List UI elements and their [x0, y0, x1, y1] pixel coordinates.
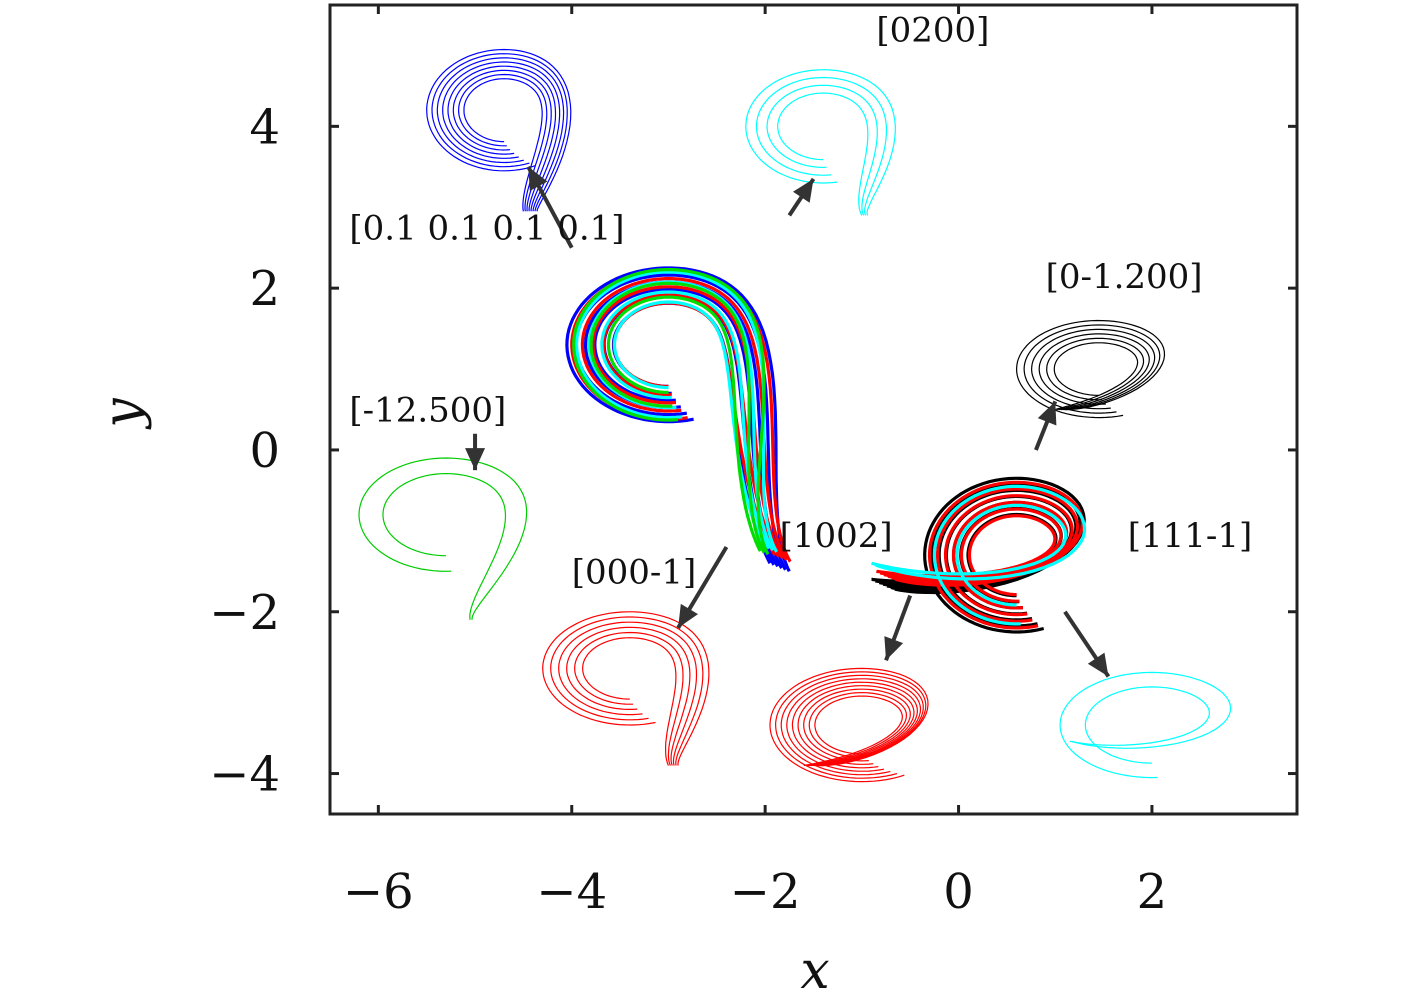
plot-frame	[328, 3, 1299, 816]
inset-attractor-loop	[805, 691, 908, 767]
inset-attractor-loop	[582, 637, 677, 766]
inset-attractor-loop	[1015, 319, 1166, 419]
inset-attractor-loop	[803, 695, 903, 767]
inset-attractor-loop	[382, 472, 507, 621]
inset-attractor-loop	[426, 48, 572, 212]
annotation-label: [0.1 0.1 0.1 0.1]	[349, 209, 624, 249]
main-attractor-loop	[600, 290, 771, 550]
y-tick-label: −2	[209, 585, 280, 641]
annotation-label: [-12.500]	[349, 391, 506, 431]
inset-attractor-loop	[558, 621, 698, 766]
main-attractor-loop	[589, 281, 766, 554]
arrow-head	[528, 166, 548, 191]
inset-attractor-loop	[442, 61, 561, 212]
annotation-label: [000-1]	[572, 552, 697, 592]
arrow-head	[884, 636, 904, 661]
inset-attractor-loop	[436, 57, 565, 212]
inset-attractor-loop	[463, 78, 543, 212]
inset-attractor-loop	[1023, 324, 1161, 414]
inset-attractor-loop	[777, 92, 869, 216]
x-tick-label: 0	[943, 864, 974, 920]
arrow-head	[465, 448, 486, 471]
main-attractor-loop	[565, 266, 791, 573]
inset-attractor-loop	[1069, 686, 1210, 764]
inset-attractor-loop	[791, 681, 919, 769]
y-axis-label: y	[93, 398, 153, 430]
y-tick-label: 0	[249, 423, 280, 479]
annotation-label: [0200]	[876, 10, 989, 50]
inset-attractor-loop	[457, 73, 548, 212]
inset-attractor-loop	[542, 611, 710, 766]
inset-attractor-loop	[550, 616, 704, 766]
inset-attractor-loop	[1059, 671, 1232, 779]
main-attractor-loop	[574, 270, 779, 553]
annotation-label: [111-1]	[1128, 516, 1253, 556]
x-tick-label: −2	[730, 864, 801, 920]
x-tick-label: −4	[536, 864, 607, 920]
axes: −6 −4 −2 0 2 −4 −2 0 2 4	[209, 3, 1299, 920]
inset-attractor-loop	[1038, 333, 1150, 411]
inset-attractor-loop	[780, 674, 924, 776]
arrow-head	[678, 603, 698, 628]
inset-attractor-loop	[452, 69, 552, 212]
x-axis-label: x	[800, 941, 829, 999]
inset-attractor-loop	[1053, 342, 1139, 410]
inset-attractor-loop	[786, 678, 922, 772]
y-tick-label: −4	[209, 747, 280, 803]
inset-attractor-loop	[1030, 328, 1156, 411]
inset-attractor-loop	[1046, 337, 1145, 411]
annotation-label: [1002]	[780, 516, 893, 556]
inset-attractor-loop	[447, 65, 557, 212]
inset-attractor-loop	[803, 688, 911, 767]
arrow-head	[792, 178, 814, 203]
y-tick-label: 2	[249, 261, 280, 317]
x-tick-label: 2	[1137, 864, 1168, 920]
inset-attractor-loop	[745, 69, 896, 216]
main-attractor-loop	[874, 484, 1087, 626]
inset-attractor-loop	[566, 626, 691, 766]
inset-attractor-loop	[431, 53, 568, 212]
main-attractor-loop	[894, 476, 1086, 634]
inset-attractor-loop	[574, 631, 684, 766]
arrow-head	[1037, 401, 1057, 426]
arrow-head	[1087, 652, 1109, 677]
inset-attractor-loop	[797, 685, 915, 767]
main-attractor-loop	[606, 295, 762, 552]
inset-attractor-loop	[755, 76, 888, 216]
plot-area: [0.1 0.1 0.1 0.1] [0200] [0-1.200] [-12.500…	[349, 10, 1253, 783]
inset-attractor-loop	[766, 84, 878, 216]
main-attractor-loop	[591, 285, 784, 560]
inset-attractor-loop	[358, 457, 528, 620]
y-tick-label: 4	[249, 99, 280, 155]
inset-attractor-loop	[769, 667, 929, 783]
x-tick-label: −6	[343, 864, 414, 920]
main-attractor-loop	[572, 268, 770, 556]
annotation-label: [0-1.200]	[1046, 257, 1203, 297]
